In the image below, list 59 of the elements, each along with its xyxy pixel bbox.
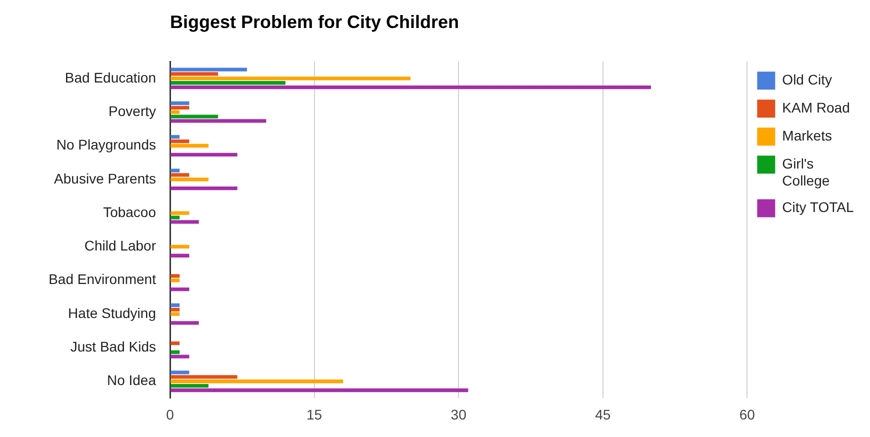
bar xyxy=(170,380,344,384)
legend-label: Old City xyxy=(782,71,832,88)
bar xyxy=(170,384,208,388)
bar xyxy=(170,68,247,72)
bar xyxy=(170,287,190,292)
bar xyxy=(170,173,190,177)
y-tick-label: Poverty xyxy=(108,102,156,119)
y-tick-label: Tobacoo xyxy=(103,204,156,220)
y-tick-label: Hate Studying xyxy=(68,304,156,321)
bar xyxy=(170,375,238,379)
bar xyxy=(170,139,190,144)
bar xyxy=(170,274,180,278)
bar xyxy=(170,72,218,76)
legend-label: KAM Road xyxy=(782,99,850,116)
bar xyxy=(170,152,238,156)
bar xyxy=(170,350,180,354)
bar xyxy=(170,135,180,139)
y-tick-label: Bad Environment xyxy=(48,271,156,288)
bar xyxy=(170,354,190,358)
y-tick-label: No Playgrounds xyxy=(56,136,156,153)
bar xyxy=(170,144,208,148)
y-tick-label: Bad Education xyxy=(64,69,156,86)
y-tick-label: Just Bad Kids xyxy=(70,338,156,355)
legend-label: Markets xyxy=(782,127,832,144)
bar xyxy=(170,308,180,312)
bar xyxy=(170,303,180,307)
bar xyxy=(170,178,208,182)
bar xyxy=(170,211,190,215)
bar xyxy=(170,312,180,316)
y-tick-label: Abusive Parents xyxy=(54,170,156,186)
bar xyxy=(170,216,180,220)
bar xyxy=(170,106,190,110)
bar xyxy=(170,244,190,249)
bar xyxy=(170,186,238,190)
x-tick-label: 60 xyxy=(739,406,756,422)
x-tick-label: 30 xyxy=(450,406,467,422)
bar xyxy=(170,341,180,346)
legend-label: Girl's College xyxy=(782,155,830,188)
bar xyxy=(170,114,218,118)
y-tick-label: Child Labor xyxy=(84,238,156,254)
bar xyxy=(170,101,190,106)
y-tick-label: No Idea xyxy=(106,372,156,388)
bar xyxy=(170,220,199,224)
bar xyxy=(170,110,180,114)
bar xyxy=(170,370,190,374)
x-tick-label: 0 xyxy=(166,406,174,422)
bar xyxy=(170,254,190,258)
x-tick-label: 45 xyxy=(595,406,611,422)
bar xyxy=(170,85,651,90)
legend-label: City TOTAL xyxy=(782,199,854,216)
bar xyxy=(170,388,468,392)
bar xyxy=(170,81,286,85)
bar xyxy=(170,168,180,172)
bar xyxy=(170,119,266,123)
bar xyxy=(170,278,180,282)
chart-title: Biggest Problem for City Children xyxy=(170,12,460,32)
bar xyxy=(170,321,199,325)
x-tick-label: 15 xyxy=(306,406,322,422)
bar xyxy=(170,76,410,80)
